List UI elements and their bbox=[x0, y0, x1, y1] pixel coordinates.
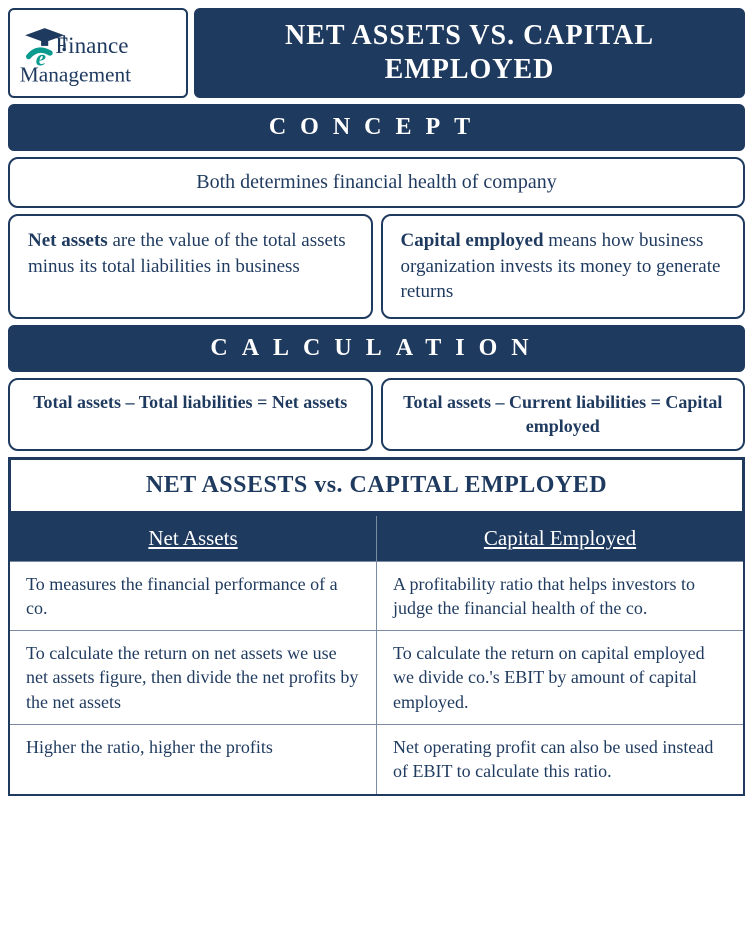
concept-left-card: Net assets are the value of the total as… bbox=[8, 214, 373, 319]
row3-left: Higher the ratio, higher the profits bbox=[9, 725, 377, 795]
calculation-two-col: Total assets – Total liabilities = Net a… bbox=[8, 378, 745, 451]
concept-intro: Both determines financial health of comp… bbox=[8, 157, 745, 208]
table-row: Higher the ratio, higher the profits Net… bbox=[9, 725, 744, 795]
table-row: To calculate the return on net assets we… bbox=[9, 631, 744, 725]
concept-left-bold: Net assets bbox=[28, 230, 108, 251]
title-box: NET ASSETS VS. CAPITAL EMPLOYED bbox=[194, 8, 745, 98]
col1-header: Net Assets bbox=[9, 515, 377, 562]
calculation-right: Total assets – Current liabilities = Cap… bbox=[381, 378, 746, 451]
logo-line1: Finance bbox=[55, 32, 128, 58]
row2-right: To calculate the return on capital emplo… bbox=[377, 631, 745, 725]
main-title: NET ASSETS VS. CAPITAL EMPLOYED bbox=[212, 19, 727, 86]
col2-header: Capital Employed bbox=[377, 515, 745, 562]
table-header-row: Net Assets Capital Employed bbox=[9, 515, 744, 562]
row1-right: A profitability ratio that helps investo… bbox=[377, 561, 745, 631]
logo-box: e Finance Management bbox=[8, 8, 188, 98]
concept-right-card: Capital employed means how business orga… bbox=[381, 214, 746, 319]
row2-left: To calculate the return on net assets we… bbox=[9, 631, 377, 725]
calculation-left: Total assets – Total liabilities = Net a… bbox=[8, 378, 373, 451]
row1-left: To measures the financial performance of… bbox=[9, 561, 377, 631]
table-row: To measures the financial performance of… bbox=[9, 561, 744, 631]
concept-right-bold: Capital employed bbox=[401, 230, 544, 251]
calculation-heading: CALCULATION bbox=[8, 325, 745, 372]
concept-two-col: Net assets are the value of the total as… bbox=[8, 214, 745, 319]
header-row: e Finance Management NET ASSETS VS. CAPI… bbox=[8, 8, 745, 98]
comparison-heading: NET ASSESTS vs. CAPITAL EMPLOYED bbox=[8, 457, 745, 514]
comparison-table: Net Assets Capital Employed To measures … bbox=[8, 514, 745, 796]
row3-right: Net operating profit can also be used in… bbox=[377, 725, 745, 795]
concept-heading: CONCEPT bbox=[8, 104, 745, 151]
logo-line2: Management bbox=[20, 62, 131, 86]
infographic-container: e Finance Management NET ASSETS VS. CAPI… bbox=[8, 8, 745, 796]
logo-svg: e Finance Management bbox=[18, 14, 178, 92]
